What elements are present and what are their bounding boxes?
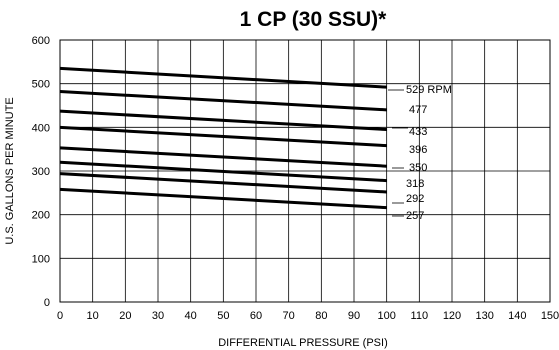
series-lines	[59, 66, 387, 210]
series-label: 318	[406, 178, 424, 190]
axes: 0 10 20 30 40 50 60 70 80 90 100 110 120 130 140 150 0 10…	[32, 35, 559, 322]
series-label: 529 RPM	[406, 84, 452, 96]
x-tick-label: 50	[217, 310, 229, 322]
series-labels: 529 RPM 477 433 396 350 318 292 257	[388, 84, 452, 222]
series-label: 433	[409, 126, 427, 138]
series-label: 257	[406, 210, 424, 222]
x-tick-label: 150	[541, 310, 559, 322]
x-tick-label: 140	[508, 310, 526, 322]
series-line	[59, 172, 387, 194]
y-tick-label: 600	[32, 35, 50, 47]
y-tick-label: 0	[44, 297, 50, 309]
x-tick-label: 80	[315, 310, 327, 322]
series-line	[59, 109, 387, 132]
chart-title: 1 CP (30 SSU)*	[240, 8, 387, 31]
x-tick-label: 40	[185, 310, 197, 322]
series-label: 396	[409, 144, 427, 156]
x-tick-label: 70	[283, 310, 295, 322]
series-label: 350	[409, 162, 427, 174]
x-tick-label: 100	[377, 310, 395, 322]
series-line	[59, 125, 387, 148]
x-tick-label: 60	[250, 310, 262, 322]
x-tick-label: 20	[119, 310, 131, 322]
series-line	[59, 66, 387, 89]
y-axis-title: U.S. GALLONS PER MINUTE	[4, 97, 16, 244]
x-tick-label: 120	[443, 310, 461, 322]
series-label: 292	[406, 193, 424, 205]
x-tick-label: 10	[87, 310, 99, 322]
y-tick-label: 500	[32, 79, 50, 91]
x-tick-label: 130	[475, 310, 493, 322]
series-line	[59, 146, 387, 168]
series-line	[59, 160, 387, 183]
grid	[59, 39, 551, 303]
plot-frame	[59, 39, 551, 303]
y-tick-label: 300	[32, 166, 50, 178]
series-line	[59, 187, 387, 210]
series-line	[59, 90, 387, 112]
x-tick-label: 30	[152, 310, 164, 322]
x-tick-label: 90	[348, 310, 360, 322]
x-tick-label: 0	[57, 310, 63, 322]
x-tick-label: 110	[411, 310, 429, 322]
y-tick-label: 200	[32, 210, 50, 222]
x-axis-title: DIFFERENTIAL PRESSURE (PSI)	[218, 337, 388, 349]
y-tick-label: 100	[32, 253, 50, 265]
series-label: 477	[409, 104, 427, 116]
y-tick-label: 400	[32, 122, 50, 134]
